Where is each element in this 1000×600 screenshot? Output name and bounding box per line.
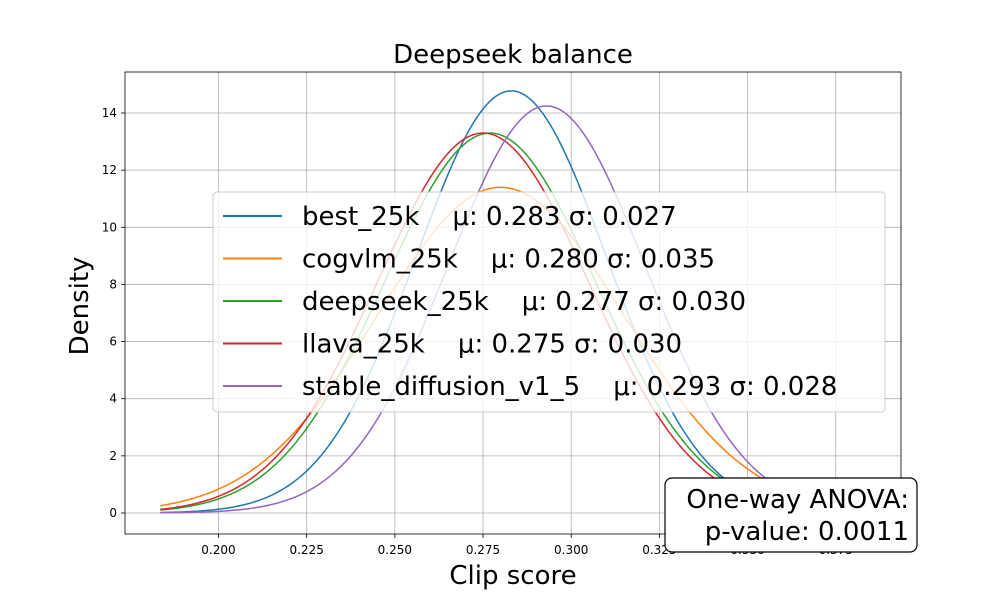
y-tick-label: 4 [109,392,117,406]
annotation-line-2: p-value: 0.0011 [705,517,909,547]
x-tick-label: 0.275 [466,543,500,557]
y-axis-ticks: 0 2 4 6 8 10 12 14 [102,106,125,520]
x-axis-label: Clip score [449,561,576,591]
legend-box [212,191,886,413]
y-tick-label: 2 [109,449,117,463]
y-tick-label: 8 [109,277,117,291]
legend-label-cogvlm_25k: cogvlm_25k μ: 0.280 σ: 0.035 [302,245,715,275]
annotation-box [664,477,918,553]
annotation-line-1: One-way ANOVA: [686,485,909,515]
chart-title: Deepseek balance [393,40,633,70]
y-tick-label: 6 [109,335,117,349]
x-tick-label: 0.200 [201,543,235,557]
y-axis-label: Density [65,257,95,356]
x-tick-label: 0.225 [289,543,323,557]
x-tick-label: 0.250 [378,543,412,557]
series-line-cogvlm_25k [160,186,866,510]
y-tick-label: 10 [102,220,117,234]
legend-label-llava_25k: llava_25k μ: 0.275 σ: 0.030 [302,330,682,360]
x-tick-label: 0.300 [554,543,588,557]
legend-items: best_25k μ: 0.283 σ: 0.027 cogvlm_25k μ: … [223,202,837,402]
anova-annotation: One-way ANOVA: p-value: 0.0011 [664,477,918,553]
plot-frame [124,71,902,535]
legend-label-stable_diffusion_v1_5: stable_diffusion_v1_5 μ: 0.293 σ: 0.028 [302,372,837,402]
legend: best_25k μ: 0.283 σ: 0.027 cogvlm_25k μ: … [212,191,886,413]
legend-label-best_25k: best_25k μ: 0.283 σ: 0.027 [302,202,677,232]
legend-label-deepseek_25k: deepseek_25k μ: 0.277 σ: 0.030 [302,287,746,317]
series-line-stable_diffusion_v1_5 [160,105,866,514]
y-tick-label: 14 [102,106,117,120]
y-tick-label: 0 [109,506,117,520]
y-tick-label: 12 [102,163,117,177]
